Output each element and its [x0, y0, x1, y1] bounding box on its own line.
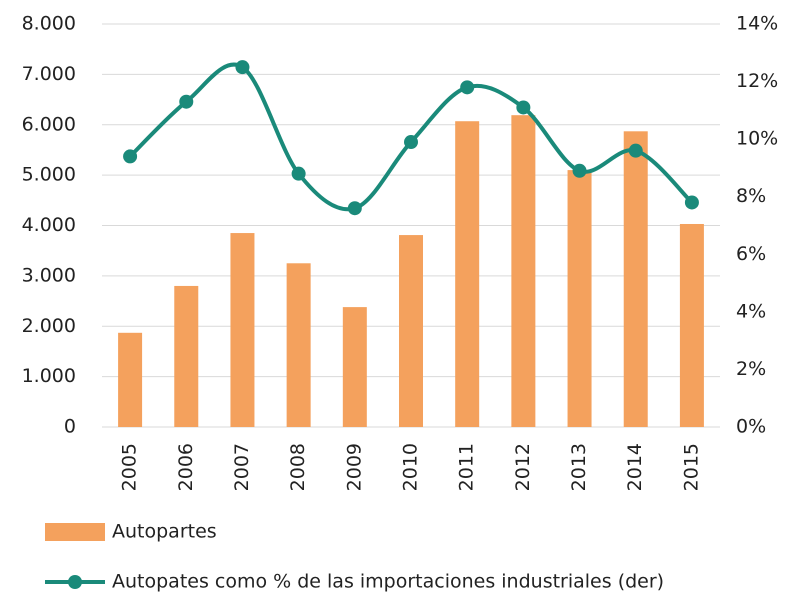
y2-tick-label: 2% — [736, 358, 766, 380]
bar — [455, 121, 480, 427]
line-marker — [404, 135, 418, 150]
x-tick-label: 2012 — [512, 443, 534, 491]
x-tick-label: 2007 — [231, 443, 253, 491]
line-marker — [291, 166, 306, 181]
legend-label: Autopates como % de las importaciones in… — [112, 571, 664, 593]
y-tick-label: 3.000 — [22, 264, 76, 286]
line-marker — [235, 60, 250, 75]
bar — [679, 223, 704, 427]
y-tick-label: 2.000 — [22, 315, 76, 337]
y-tick-label: 6.000 — [22, 113, 76, 135]
line-marker — [179, 94, 194, 109]
x-tick-label: 2011 — [456, 443, 478, 491]
y-tick-label: 1.000 — [22, 365, 76, 387]
y2-tick-label: 10% — [736, 128, 778, 150]
line-marker — [347, 201, 362, 216]
bar — [399, 235, 423, 427]
y2-tick-label: 14% — [736, 13, 778, 35]
y-tick-label: 0 — [64, 416, 76, 438]
legend-swatch — [68, 575, 82, 589]
bar — [511, 115, 536, 428]
legend-swatch — [45, 523, 105, 541]
line-marker — [460, 80, 475, 95]
legend-label: Autopartes — [112, 521, 217, 543]
x-tick-label: 2010 — [400, 443, 422, 491]
y-tick-label: 8.000 — [22, 13, 76, 35]
line-marker — [123, 149, 138, 164]
y-tick-label: 4.000 — [22, 214, 76, 236]
x-tick-label: 2008 — [287, 443, 309, 491]
line-marker — [572, 163, 587, 178]
y2-tick-label: 12% — [736, 70, 778, 92]
y2-tick-label: 6% — [736, 243, 766, 265]
bar — [118, 332, 143, 427]
bar — [230, 233, 255, 427]
bar — [174, 285, 199, 427]
line-marker — [628, 143, 643, 158]
y2-tick-label: 8% — [736, 185, 766, 207]
x-tick-label: 2006 — [175, 443, 197, 491]
x-tick-label: 2015 — [680, 443, 702, 491]
y2-tick-label: 0% — [736, 416, 766, 438]
line-marker — [684, 195, 699, 210]
line-marker — [516, 100, 531, 115]
x-tick-label: 2005 — [119, 443, 141, 491]
x-tick-label: 2014 — [624, 443, 646, 491]
bar — [623, 131, 648, 427]
bar — [342, 307, 367, 427]
y-tick-label: 7.000 — [22, 63, 76, 85]
x-tick-label: 2009 — [343, 443, 365, 491]
x-tick-label: 2013 — [568, 443, 590, 491]
bar — [567, 170, 592, 427]
y2-tick-label: 4% — [736, 300, 766, 322]
y-tick-label: 5.000 — [22, 164, 76, 186]
bar — [286, 263, 311, 427]
